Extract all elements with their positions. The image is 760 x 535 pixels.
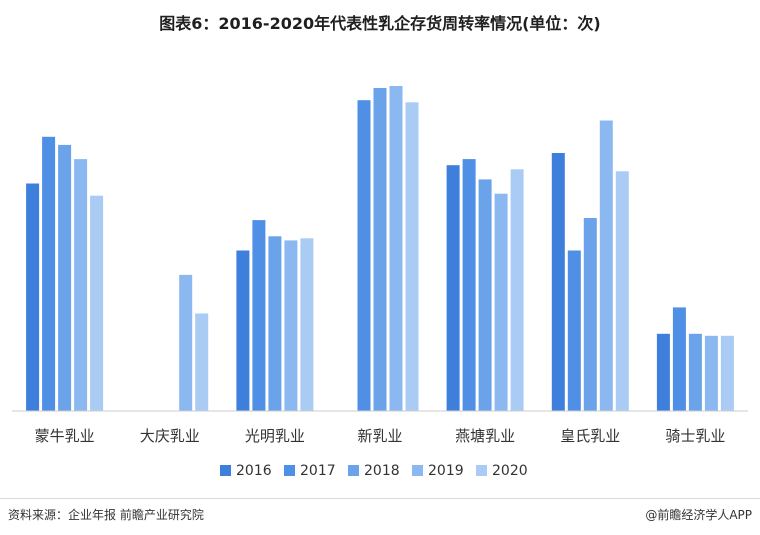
legend-swatch-2020 — [476, 465, 487, 476]
bar-2018-3 — [373, 88, 387, 411]
bar-2020-0 — [90, 195, 104, 411]
bar-2019-3 — [389, 86, 403, 411]
bar-2020-2 — [300, 238, 314, 411]
x-tick-label: 骑士乳业 — [665, 427, 725, 445]
bars-layer — [26, 86, 734, 412]
bar-2017-4 — [462, 159, 476, 411]
bar-2016-0 — [26, 183, 40, 411]
x-tick-label: 光明乳业 — [245, 427, 305, 445]
bar-2017-3 — [357, 100, 371, 411]
x-tick-label: 大庆乳业 — [140, 427, 200, 445]
x-tick-label: 皇氏乳业 — [560, 427, 620, 445]
legend-label-2019: 2019 — [428, 463, 464, 479]
bar-2017-6 — [672, 307, 686, 411]
bar-2016-6 — [656, 333, 670, 411]
bar-2019-1 — [179, 274, 193, 411]
x-tick-label: 蒙牛乳业 — [35, 427, 95, 445]
legend-label-2016: 2016 — [236, 463, 272, 479]
legend-swatch-2019 — [412, 465, 423, 476]
bar-2018-6 — [688, 333, 702, 411]
bar-2020-6 — [720, 335, 734, 411]
bar-2016-5 — [551, 153, 565, 411]
brand-note: @前瞻经济学人APP — [645, 508, 752, 522]
x-tick-label: 新乳业 — [357, 427, 402, 445]
footer-divider — [0, 498, 760, 499]
bar-2018-2 — [268, 236, 282, 411]
bar-2020-5 — [615, 171, 629, 411]
x-tick-labels: 蒙牛乳业 大庆乳业 光明乳业 新乳业 燕塘乳业 皇氏乳业 骑士乳业 — [35, 427, 726, 445]
bar-2018-0 — [58, 144, 72, 411]
bar-2020-3 — [405, 102, 419, 412]
bar-2019-4 — [494, 193, 508, 411]
bar-2017-2 — [252, 220, 266, 411]
bar-2020-1 — [195, 313, 209, 411]
legend-label-2017: 2017 — [300, 463, 336, 479]
source-note: 资料来源：企业年报 前瞻产业研究院 — [8, 508, 204, 522]
legend-swatch-2016 — [220, 465, 231, 476]
bar-2020-4 — [510, 169, 524, 411]
bar-2017-0 — [42, 136, 56, 412]
legend-swatch-2018 — [348, 465, 359, 476]
bar-2019-6 — [704, 335, 718, 411]
bar-2018-5 — [583, 218, 597, 411]
bar-2019-2 — [284, 240, 298, 411]
legend-swatch-2017 — [284, 465, 295, 476]
legend: 2016 2017 2018 2019 2020 — [220, 463, 528, 479]
legend-label-2018: 2018 — [364, 463, 400, 479]
bar-2016-4 — [446, 165, 460, 411]
bar-2016-2 — [236, 250, 250, 411]
legend-label-2020: 2020 — [492, 463, 528, 479]
bar-2019-0 — [74, 159, 88, 411]
bar-2019-5 — [599, 120, 613, 411]
chart-title: 图表6：2016-2020年代表性乳企存货周转率情况(单位：次) — [159, 14, 601, 33]
bar-2018-4 — [478, 179, 492, 411]
bar-2017-5 — [567, 250, 581, 411]
x-tick-label: 燕塘乳业 — [455, 427, 515, 445]
